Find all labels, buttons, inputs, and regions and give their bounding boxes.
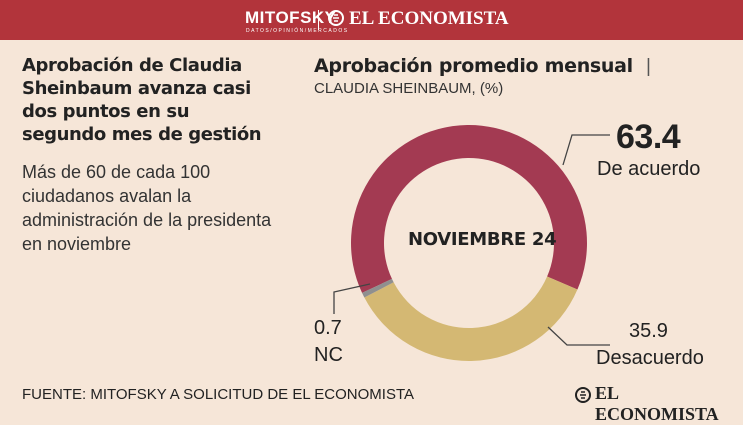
center-label: NOVIEMBRE 24 bbox=[408, 229, 557, 250]
value-label-desacuerdo: 35.9 bbox=[629, 320, 668, 342]
chart-title: Aprobación promedio mensual bbox=[314, 55, 633, 77]
title-separator: | bbox=[646, 56, 651, 77]
value-label-nc: 0.7 bbox=[314, 317, 342, 339]
header-bar: MITOFSKY DATOS/OPINIÓN/MERCADOS EL ECONO… bbox=[0, 0, 743, 40]
chart-subtitle: CLAUDIA SHEINBAUM, (%) bbox=[314, 80, 504, 97]
el-economista-footer-logo: EL ECONOMISTA bbox=[595, 383, 719, 424]
donut-chart bbox=[333, 125, 610, 362]
leader-line-de-acuerdo bbox=[562, 134, 610, 166]
leader-line-desacuerdo bbox=[547, 326, 610, 346]
leader-line-nc bbox=[333, 283, 371, 314]
mitofsky-logo-tagline: DATOS/OPINIÓN/MERCADOS bbox=[246, 28, 349, 34]
category-label-desacuerdo: Desacuerdo bbox=[596, 347, 704, 369]
category-label-de-acuerdo: De acuerdo bbox=[597, 158, 701, 180]
headline: Aprobación de Claudia Sheinbaum avanza c… bbox=[22, 55, 262, 145]
el-economista-footer-mark-icon bbox=[575, 387, 591, 403]
subheadline: Más de 60 de cada 100 ciudadanos avalan … bbox=[22, 162, 272, 254]
category-label-nc: NC bbox=[314, 344, 343, 366]
value-label-de-acuerdo: 63.4 bbox=[616, 118, 681, 156]
logo-divider bbox=[318, 10, 319, 30]
el-economista-mark-icon bbox=[328, 10, 344, 26]
el-economista-logo: EL ECONOMISTA bbox=[349, 8, 509, 29]
donut-slice-desacuerdo bbox=[364, 276, 578, 362]
mitofsky-logo: MITOFSKY bbox=[245, 8, 337, 27]
donut-slice-de-acuerdo bbox=[351, 125, 587, 293]
donut-slice-nc bbox=[362, 278, 394, 298]
source-note: FUENTE: MITOFSKY A SOLICITUD DE EL ECONO… bbox=[22, 386, 415, 403]
